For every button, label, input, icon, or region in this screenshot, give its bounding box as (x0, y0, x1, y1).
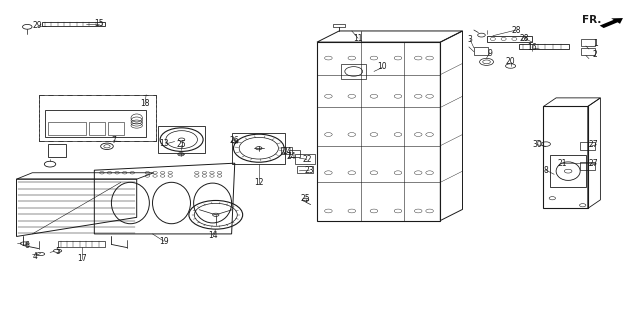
Bar (48, 144, 66, 157)
Bar (281, 147, 292, 154)
Text: 7: 7 (111, 136, 116, 145)
Bar (297, 166, 313, 173)
Text: 24: 24 (283, 147, 292, 156)
Text: 20: 20 (506, 57, 515, 66)
Text: 4: 4 (33, 252, 38, 261)
Bar (581, 49, 595, 55)
Bar (550, 155, 586, 187)
Text: 19: 19 (159, 237, 169, 246)
Bar (486, 36, 532, 42)
Text: 12: 12 (254, 179, 264, 188)
Text: FR.: FR. (582, 15, 601, 25)
Bar (158, 126, 205, 153)
Bar (288, 150, 300, 157)
Text: 17: 17 (77, 254, 86, 263)
Text: 27: 27 (588, 159, 598, 168)
Bar (579, 162, 595, 170)
Bar (48, 123, 86, 135)
Bar (341, 64, 366, 79)
Text: 6: 6 (25, 241, 30, 250)
FancyArrow shape (600, 18, 623, 28)
Bar (333, 24, 346, 27)
Text: 10: 10 (377, 62, 387, 71)
Text: 24: 24 (287, 152, 297, 161)
Text: 27: 27 (588, 140, 598, 149)
Bar (295, 154, 315, 164)
Text: 5: 5 (55, 247, 60, 256)
Text: 30: 30 (533, 140, 542, 148)
Text: 2: 2 (593, 50, 598, 59)
Text: 25: 25 (301, 194, 311, 204)
Bar (42, 22, 105, 26)
Text: 28: 28 (520, 34, 529, 43)
Text: 13: 13 (159, 139, 169, 148)
Text: 18: 18 (140, 99, 150, 108)
Bar (89, 123, 105, 135)
Text: 1: 1 (593, 39, 598, 48)
Bar (231, 132, 285, 164)
Text: 28: 28 (512, 26, 521, 35)
Text: 25: 25 (176, 140, 186, 149)
Bar (58, 241, 105, 247)
Bar (39, 95, 156, 141)
Bar (519, 44, 569, 49)
Text: 29: 29 (32, 21, 42, 30)
Bar (579, 142, 595, 150)
Text: 14: 14 (208, 231, 217, 240)
Text: 8: 8 (543, 166, 548, 175)
Bar (474, 47, 488, 55)
Bar (581, 39, 595, 46)
Text: 16: 16 (527, 43, 537, 52)
Text: 26: 26 (230, 136, 240, 145)
Text: 22: 22 (302, 155, 312, 164)
Bar (45, 110, 146, 137)
Text: 11: 11 (353, 34, 363, 43)
Text: 3: 3 (468, 35, 472, 44)
Bar (108, 123, 124, 135)
Text: 9: 9 (488, 49, 492, 58)
Text: 15: 15 (94, 19, 103, 28)
Text: 23: 23 (304, 166, 314, 175)
Text: 21: 21 (558, 159, 567, 168)
